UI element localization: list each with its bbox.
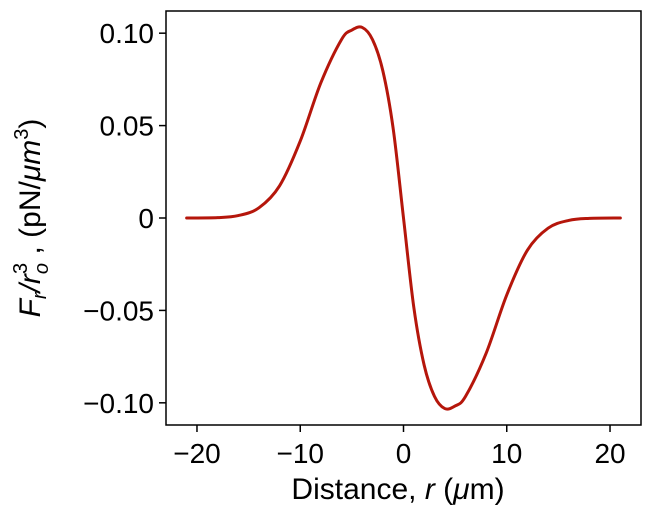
y-tick-label: −0.10 <box>83 388 154 419</box>
series-line <box>185 25 622 411</box>
y-axis-title-f: F <box>14 297 47 317</box>
y-axis-title-mu: μ <box>14 165 47 182</box>
y-axis-title-m: m <box>14 140 47 165</box>
y-axis-title-close: ) <box>14 119 47 129</box>
y-tick-label: 0 <box>138 203 154 234</box>
x-tick-label: 10 <box>491 438 522 469</box>
y-axis-title-unit: , (pN/ <box>14 180 47 262</box>
y-axis-title-exp: 3 <box>10 263 32 274</box>
x-axis-title: Distance, r (μm) <box>291 473 504 506</box>
y-axis-title-r-sub: r <box>29 291 51 299</box>
x-tick-label: −20 <box>173 438 221 469</box>
x-axis-title-open: ( <box>435 473 453 506</box>
y-axis-title-exp2: 3 <box>11 129 33 140</box>
series-layer <box>185 25 622 411</box>
x-axis-title-unit: m) <box>470 473 505 506</box>
x-tick-label: 20 <box>594 438 625 469</box>
y-axis-title-o-sub: o <box>31 263 53 274</box>
y-tick-label: −0.05 <box>83 295 154 326</box>
y-axis-title-slash: / <box>14 281 47 294</box>
x-tick-label: −10 <box>276 438 324 469</box>
x-tick-label: 0 <box>396 438 412 469</box>
x-axis-title-mu: μ <box>452 473 469 506</box>
y-tick-label: 0.10 <box>100 18 155 49</box>
y-axis: −0.10 −0.05 0 0.05 0.10 <box>83 18 166 419</box>
x-axis-title-main: Distance, <box>291 473 424 506</box>
y-tick-label: 0.05 <box>100 111 155 142</box>
y-axis-title: Fr/ro3 , (pN/μm3) <box>10 119 53 318</box>
y-axis-title-r: r <box>14 273 47 284</box>
x-axis-title-var: r <box>425 473 436 506</box>
x-axis: −20 −10 0 10 20 <box>173 425 626 469</box>
